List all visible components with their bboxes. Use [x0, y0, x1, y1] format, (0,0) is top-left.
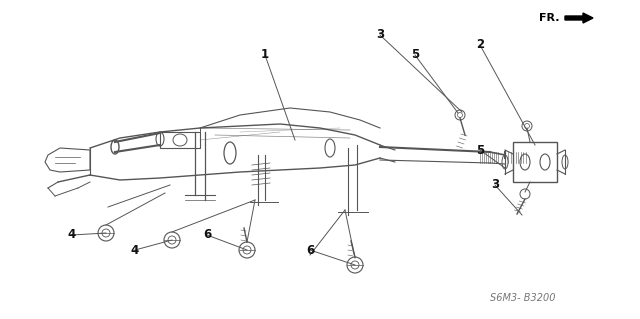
Text: 2: 2: [476, 39, 484, 51]
Text: 3: 3: [491, 179, 499, 191]
Text: S6M3- B3200: S6M3- B3200: [490, 293, 556, 303]
Text: 1: 1: [261, 48, 269, 62]
Text: 6: 6: [203, 228, 211, 241]
Bar: [160, 132, 200, 148]
Text: 6: 6: [306, 243, 314, 256]
Text: 4: 4: [131, 243, 139, 256]
FancyArrow shape: [565, 13, 593, 23]
Text: 3: 3: [376, 28, 384, 41]
Bar: [513, 142, 557, 182]
Text: 5: 5: [476, 144, 484, 157]
Text: 4: 4: [68, 228, 76, 241]
Text: FR.: FR.: [540, 13, 560, 23]
Text: 5: 5: [411, 48, 419, 62]
